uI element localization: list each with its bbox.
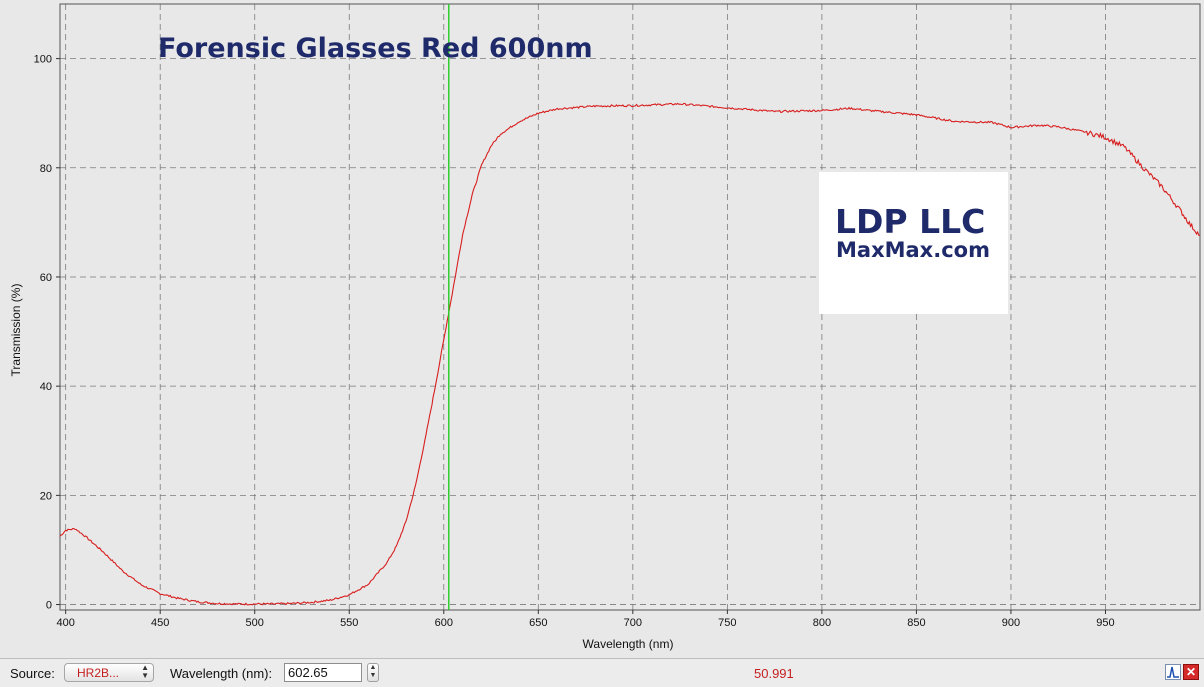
wavelength-stepper[interactable]: ▲ ▼: [367, 663, 379, 682]
grid-layer: [60, 4, 1200, 610]
plot-area: [59, 3, 1201, 611]
transmission-readout: 50.991: [754, 666, 794, 681]
bottom-toolbar: Source: HR2B... ▲▼ Wavelength (nm): ▲▼ 5…: [0, 658, 1204, 687]
y-axis-label: Transmission (%): [9, 284, 23, 377]
y-axis-ticks: 0 20 40 60 80 100: [34, 54, 60, 612]
x-tick-label: 850: [907, 617, 925, 629]
wavelength-label: Wavelength (nm):: [170, 666, 273, 681]
y-tick-label: 0: [46, 600, 52, 612]
spectrum-view-icon[interactable]: [1165, 664, 1181, 680]
x-tick-label: 450: [151, 617, 169, 629]
y-tick-label: 20: [40, 490, 52, 502]
chevron-up-down-icon: ▲ ▼: [141, 663, 149, 680]
x-tick-label: 600: [435, 617, 453, 629]
y-tick-label: 60: [40, 272, 52, 284]
logo-company-name: LDP LLC: [835, 202, 985, 241]
source-select[interactable]: HR2B... ▲ ▼: [64, 663, 154, 682]
logo-box: [819, 172, 1008, 314]
y-tick-label: 40: [40, 381, 52, 393]
close-icon[interactable]: ✕: [1183, 664, 1199, 680]
source-label: Source:: [10, 666, 55, 681]
spectrum-peak-icon: [1167, 666, 1179, 678]
logo-website: MaxMax.com: [836, 238, 990, 262]
chart-title: Forensic Glasses Red 600nm: [158, 33, 593, 64]
transmission-series-line: [59, 102, 1201, 606]
x-tick-label: 400: [56, 617, 74, 629]
wavelength-input[interactable]: [284, 663, 362, 682]
y-tick-label: 100: [34, 54, 52, 66]
x-tick-label: 500: [246, 617, 264, 629]
x-tick-label: 950: [1096, 617, 1114, 629]
x-tick-label: 700: [624, 617, 642, 629]
x-tick-label: 750: [718, 617, 736, 629]
source-select-value: HR2B...: [77, 666, 120, 680]
x-axis-label: Wavelength (nm): [583, 637, 674, 651]
x-tick-label: 650: [529, 617, 547, 629]
x-tick-label: 550: [340, 617, 358, 629]
spectrum-chart[interactable]: 400 450 500 550 600 650 700 750 800 850 900 950 0 20…: [0, 0, 1204, 658]
x-tick-label: 900: [1002, 617, 1020, 629]
x-axis-ticks: 400 450 500 550 600 650 700 750 800 850 900 950: [56, 610, 1115, 629]
y-tick-label: 80: [40, 163, 52, 175]
logo: LDP LLC MaxMax.com: [819, 172, 1008, 314]
x-tick-label: 800: [813, 617, 831, 629]
